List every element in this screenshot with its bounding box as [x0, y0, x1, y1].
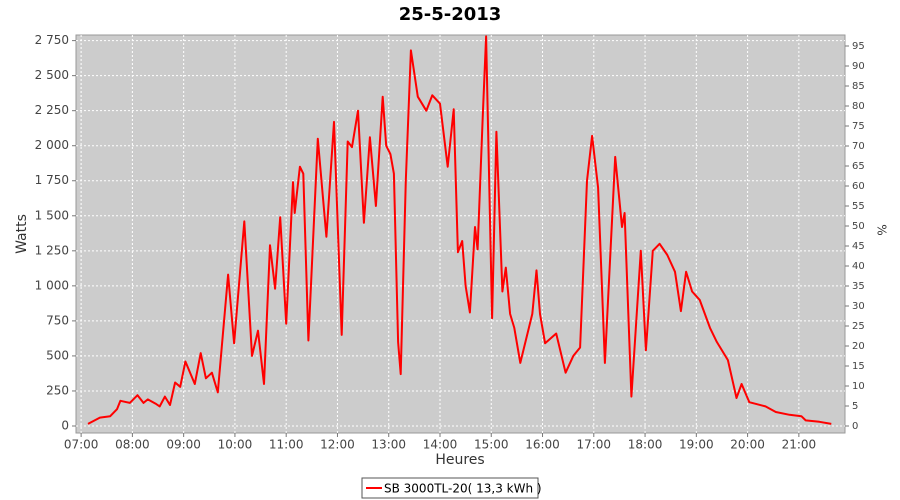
x-tick-label: 09:00	[166, 438, 201, 452]
y-tick-label: 1 000	[35, 278, 69, 292]
x-tick-label: 20:00	[730, 438, 765, 452]
legend	[361, 477, 539, 499]
y2-tick-label: 70	[852, 141, 865, 152]
x-tick-label: 14:00	[423, 438, 458, 452]
y2-tick-label: 85	[852, 81, 865, 92]
y-tick-label: 500	[46, 348, 69, 362]
y-tick-label: 2 500	[35, 68, 69, 82]
y2-tick-label: 60	[852, 181, 865, 192]
y-tick-label: 750	[46, 313, 69, 327]
x-tick-label: 21:00	[782, 438, 817, 452]
y2-tick-label: 5	[852, 401, 858, 412]
x-tick-label: 08:00	[115, 438, 150, 452]
x-tick-label: 12:00	[320, 438, 355, 452]
y-axis-label: Watts	[14, 214, 30, 254]
y2-tick-label: 80	[852, 101, 865, 112]
y2-tick-label: 40	[852, 261, 865, 272]
data-line	[87, 35, 832, 425]
y2-tick-label: 95	[852, 41, 865, 52]
x-tick-label: 16:00	[525, 438, 560, 452]
y2-tick-label: 0	[852, 421, 858, 432]
y2-tick-label: 55	[852, 201, 865, 212]
y2-tick-label: 10	[852, 381, 865, 392]
y2-tick-label: 20	[852, 341, 865, 352]
x-tick-label: 07:00	[64, 438, 99, 452]
y-tick-label: 1 500	[35, 208, 69, 222]
y-tick-label: 2 750	[35, 33, 69, 47]
y-tick-label: 2 250	[35, 103, 69, 117]
x-tick-label: 15:00	[474, 438, 509, 452]
y2-tick-label: 45	[852, 241, 865, 252]
y-tick-label: 250	[46, 383, 69, 397]
x-tick-label: 11:00	[269, 438, 304, 452]
y2-tick-label: 75	[852, 121, 865, 132]
y2-tick-label: 25	[852, 321, 865, 332]
y2-tick-label: 35	[852, 281, 865, 292]
y2-tick-label: 50	[852, 221, 865, 232]
y-tick-label: 1 250	[35, 243, 69, 257]
y2-tick-label: 65	[852, 161, 865, 172]
y2-tick-label: 30	[852, 301, 865, 312]
legend-label: SB 3000TL-20( 13,3 kWh )	[384, 482, 542, 496]
y2-tick-label: 15	[852, 361, 865, 372]
x-tick-label: 10:00	[218, 438, 253, 452]
x-tick-label: 13:00	[371, 438, 406, 452]
y-tick-label: 2 000	[35, 138, 69, 152]
x-tick-label: 19:00	[679, 438, 714, 452]
y2-tick-label: 90	[852, 61, 865, 72]
y2-axis-label: %	[875, 224, 889, 235]
x-axis-label: Heures	[435, 452, 484, 468]
chart-title: 25-5-2013	[399, 4, 502, 25]
x-tick-label: 17:00	[576, 438, 611, 452]
x-tick-label: 18:00	[628, 438, 663, 452]
y-tick-label: 1 750	[35, 173, 69, 187]
y-tick-label: 0	[61, 418, 69, 432]
